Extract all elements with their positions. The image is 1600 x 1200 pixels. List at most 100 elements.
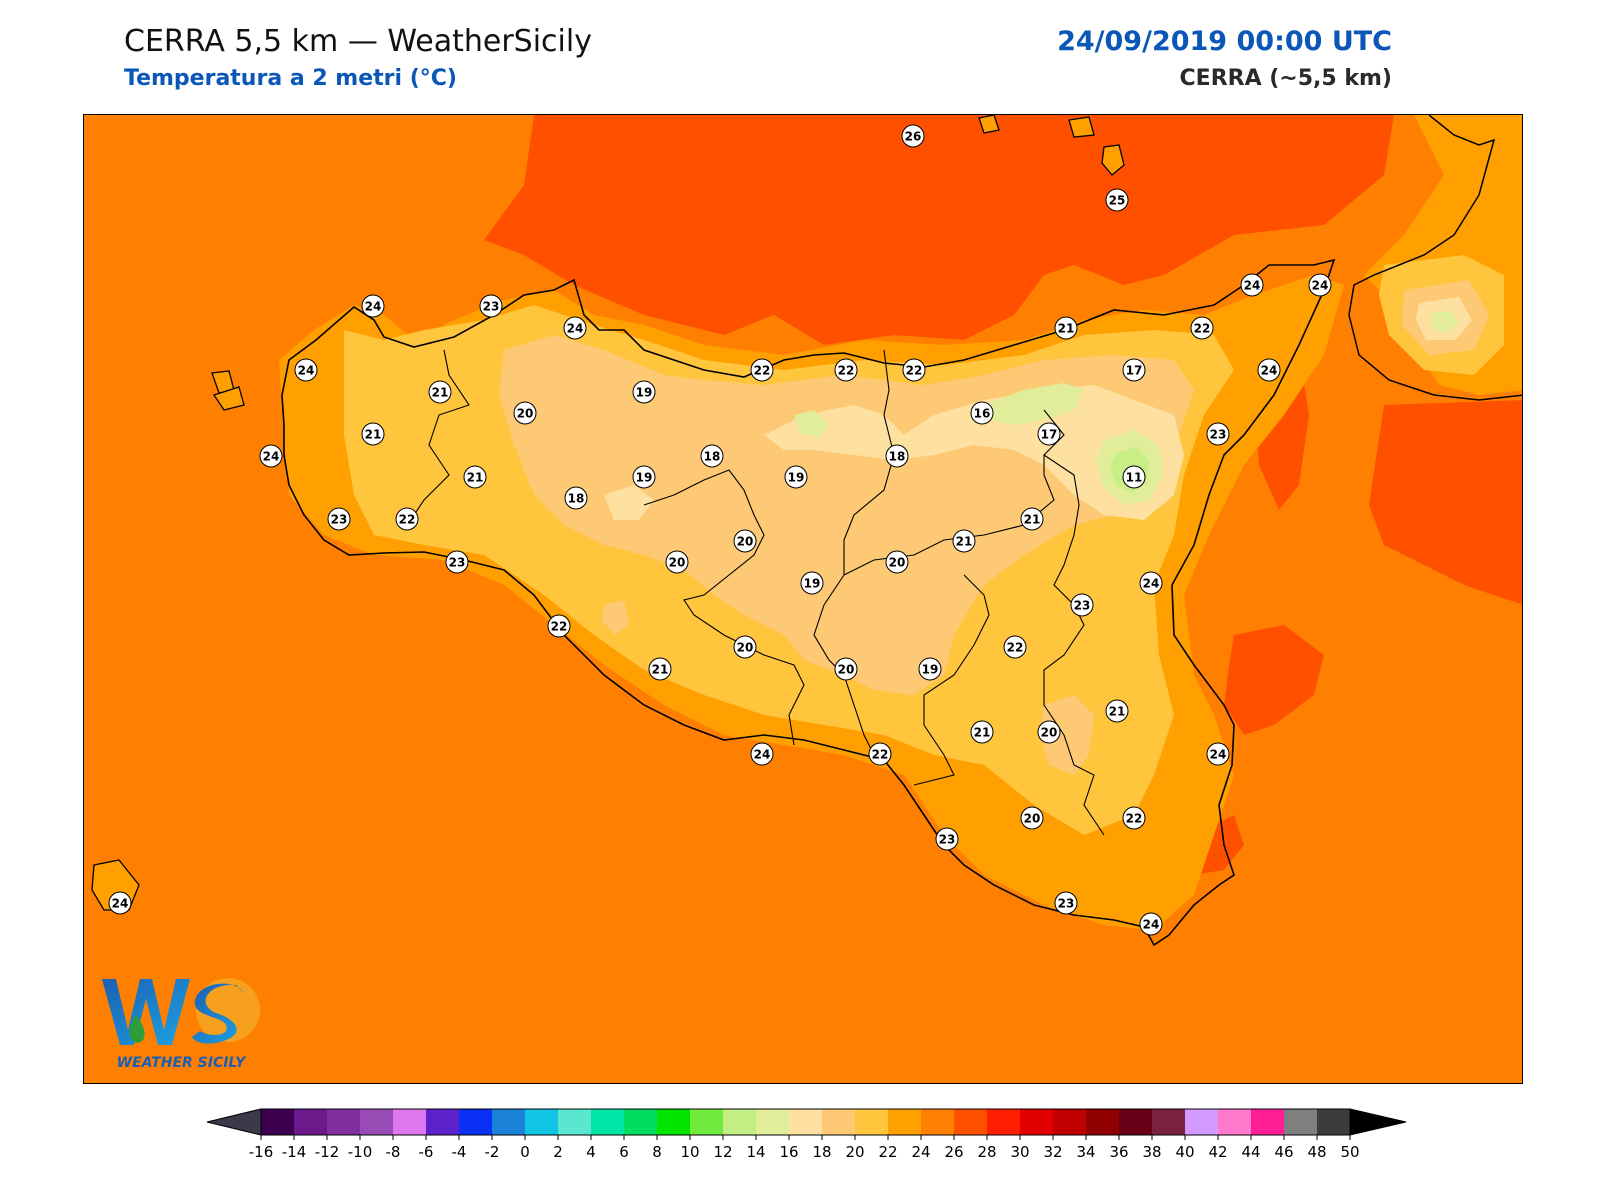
station-marker [868,742,892,766]
station-marker [445,550,469,574]
station-label: 24 [1240,273,1264,297]
station-value: 19 [922,663,939,677]
temperature-map: 26 25 24 23 24 24 24 24 21 20 19 22 22 22 21 22 17 24 21 24… [84,115,1522,1083]
station-marker [700,444,724,468]
station-value: 21 [974,726,991,740]
station-label: 19 [784,465,808,489]
colorbar-swatch [723,1109,756,1135]
station-marker [1122,465,1146,489]
station-label: 21 [970,720,994,744]
station-marker [1054,891,1078,915]
station-marker [1020,507,1044,531]
colorbar-tick-label: 6 [619,1143,629,1161]
station-label: 22 [834,358,858,382]
station-label: 20 [665,550,689,574]
colorbar-swatch [1119,1109,1152,1135]
station-marker [1003,635,1027,659]
colorbar-swatch [789,1109,822,1135]
colorbar-tick-label: 24 [911,1143,930,1161]
map-datetime: 24/09/2019 00:00 UTC [1057,26,1392,57]
colorbar-swatch [360,1109,393,1135]
station-marker [800,571,824,595]
station-value: 24 [1261,364,1278,378]
station-marker [902,358,926,382]
colorbar-swatch [525,1109,558,1135]
station-value: 24 [1244,279,1261,293]
colorbar-swatch [855,1109,888,1135]
colorbar-tick-label: -2 [485,1143,500,1161]
station-marker [1054,316,1078,340]
station-label: 20 [733,529,757,553]
colorbar-swatch [1086,1109,1119,1135]
station-value: 24 [1143,577,1160,591]
map-frame[interactable]: 26 25 24 23 24 24 24 24 21 20 19 22 22 22 21 22 17 24 21 24… [83,114,1523,1084]
station-value: 22 [838,364,855,378]
station-label: 22 [1003,635,1027,659]
station-value: 17 [1041,428,1058,442]
station-value: 19 [636,386,653,400]
station-value: 21 [432,386,449,400]
station-marker [901,124,925,148]
colorbar-tick-label: 44 [1241,1143,1260,1161]
colorbar-tick-label: 16 [779,1143,798,1161]
colorbar-swatch [657,1109,690,1135]
land-zone-14-16 [794,410,829,437]
station-value: 24 [1210,748,1227,762]
station-value: 23 [1074,599,1091,613]
station-marker [564,486,588,510]
station-value: 23 [1058,897,1075,911]
station-labels: 26 25 24 23 24 24 24 24 21 20 19 22 22 22 21 22 17 24 21 24… [108,124,1332,936]
station-marker [563,316,587,340]
station-marker [1105,188,1129,212]
station-value: 24 [1143,918,1160,932]
station-label: 22 [1122,806,1146,830]
station-marker [952,529,976,553]
station-value: 21 [1109,705,1126,719]
station-label: 18 [885,444,909,468]
station-label: 19 [632,380,656,404]
warm-sea-zone [1224,625,1324,735]
station-label: 17 [1037,422,1061,446]
station-label: 22 [868,742,892,766]
colorbar-tick-label: 36 [1109,1143,1128,1161]
station-label: 22 [395,507,419,531]
colorbar-tick-label: -10 [348,1143,373,1161]
land-zone-16-18 [764,385,1184,520]
colorbar-swatch [492,1109,525,1135]
station-marker [750,358,774,382]
station-label: 24 [1308,273,1332,297]
station-value: 20 [517,407,534,421]
station-label: 24 [1139,571,1163,595]
station-marker [885,550,909,574]
colorbar-swatch [954,1109,987,1135]
station-label: 25 [1105,188,1129,212]
island-outline [212,386,245,411]
colorbar-underflow-arrow [206,1108,262,1136]
station-value: 20 [1024,812,1041,826]
station-marker [1037,720,1061,744]
station-marker [463,465,487,489]
calabria-coastline [1348,115,1522,401]
colorbar-tick-label: -4 [452,1143,467,1161]
island-outline [1068,116,1095,138]
station-value: 24 [754,748,771,762]
station-label: 16 [970,401,994,425]
station-label: 19 [632,465,656,489]
station-marker [632,380,656,404]
station-label: 21 [648,657,672,681]
station-marker [834,358,858,382]
station-label: 23 [1054,891,1078,915]
station-marker [733,635,757,659]
station-marker [665,550,689,574]
colorbar-swatch [888,1109,921,1135]
station-value: 23 [939,833,956,847]
station-label: 20 [834,657,858,681]
station-value: 21 [467,471,484,485]
warm-sea-zone [1369,400,1522,605]
station-label: 21 [1105,699,1129,723]
station-marker [1308,273,1332,297]
colorbar-outline [260,1108,1351,1136]
station-value: 20 [889,556,906,570]
colorbar-swatch [1020,1109,1053,1135]
colorbar-tick-label: -8 [386,1143,401,1161]
